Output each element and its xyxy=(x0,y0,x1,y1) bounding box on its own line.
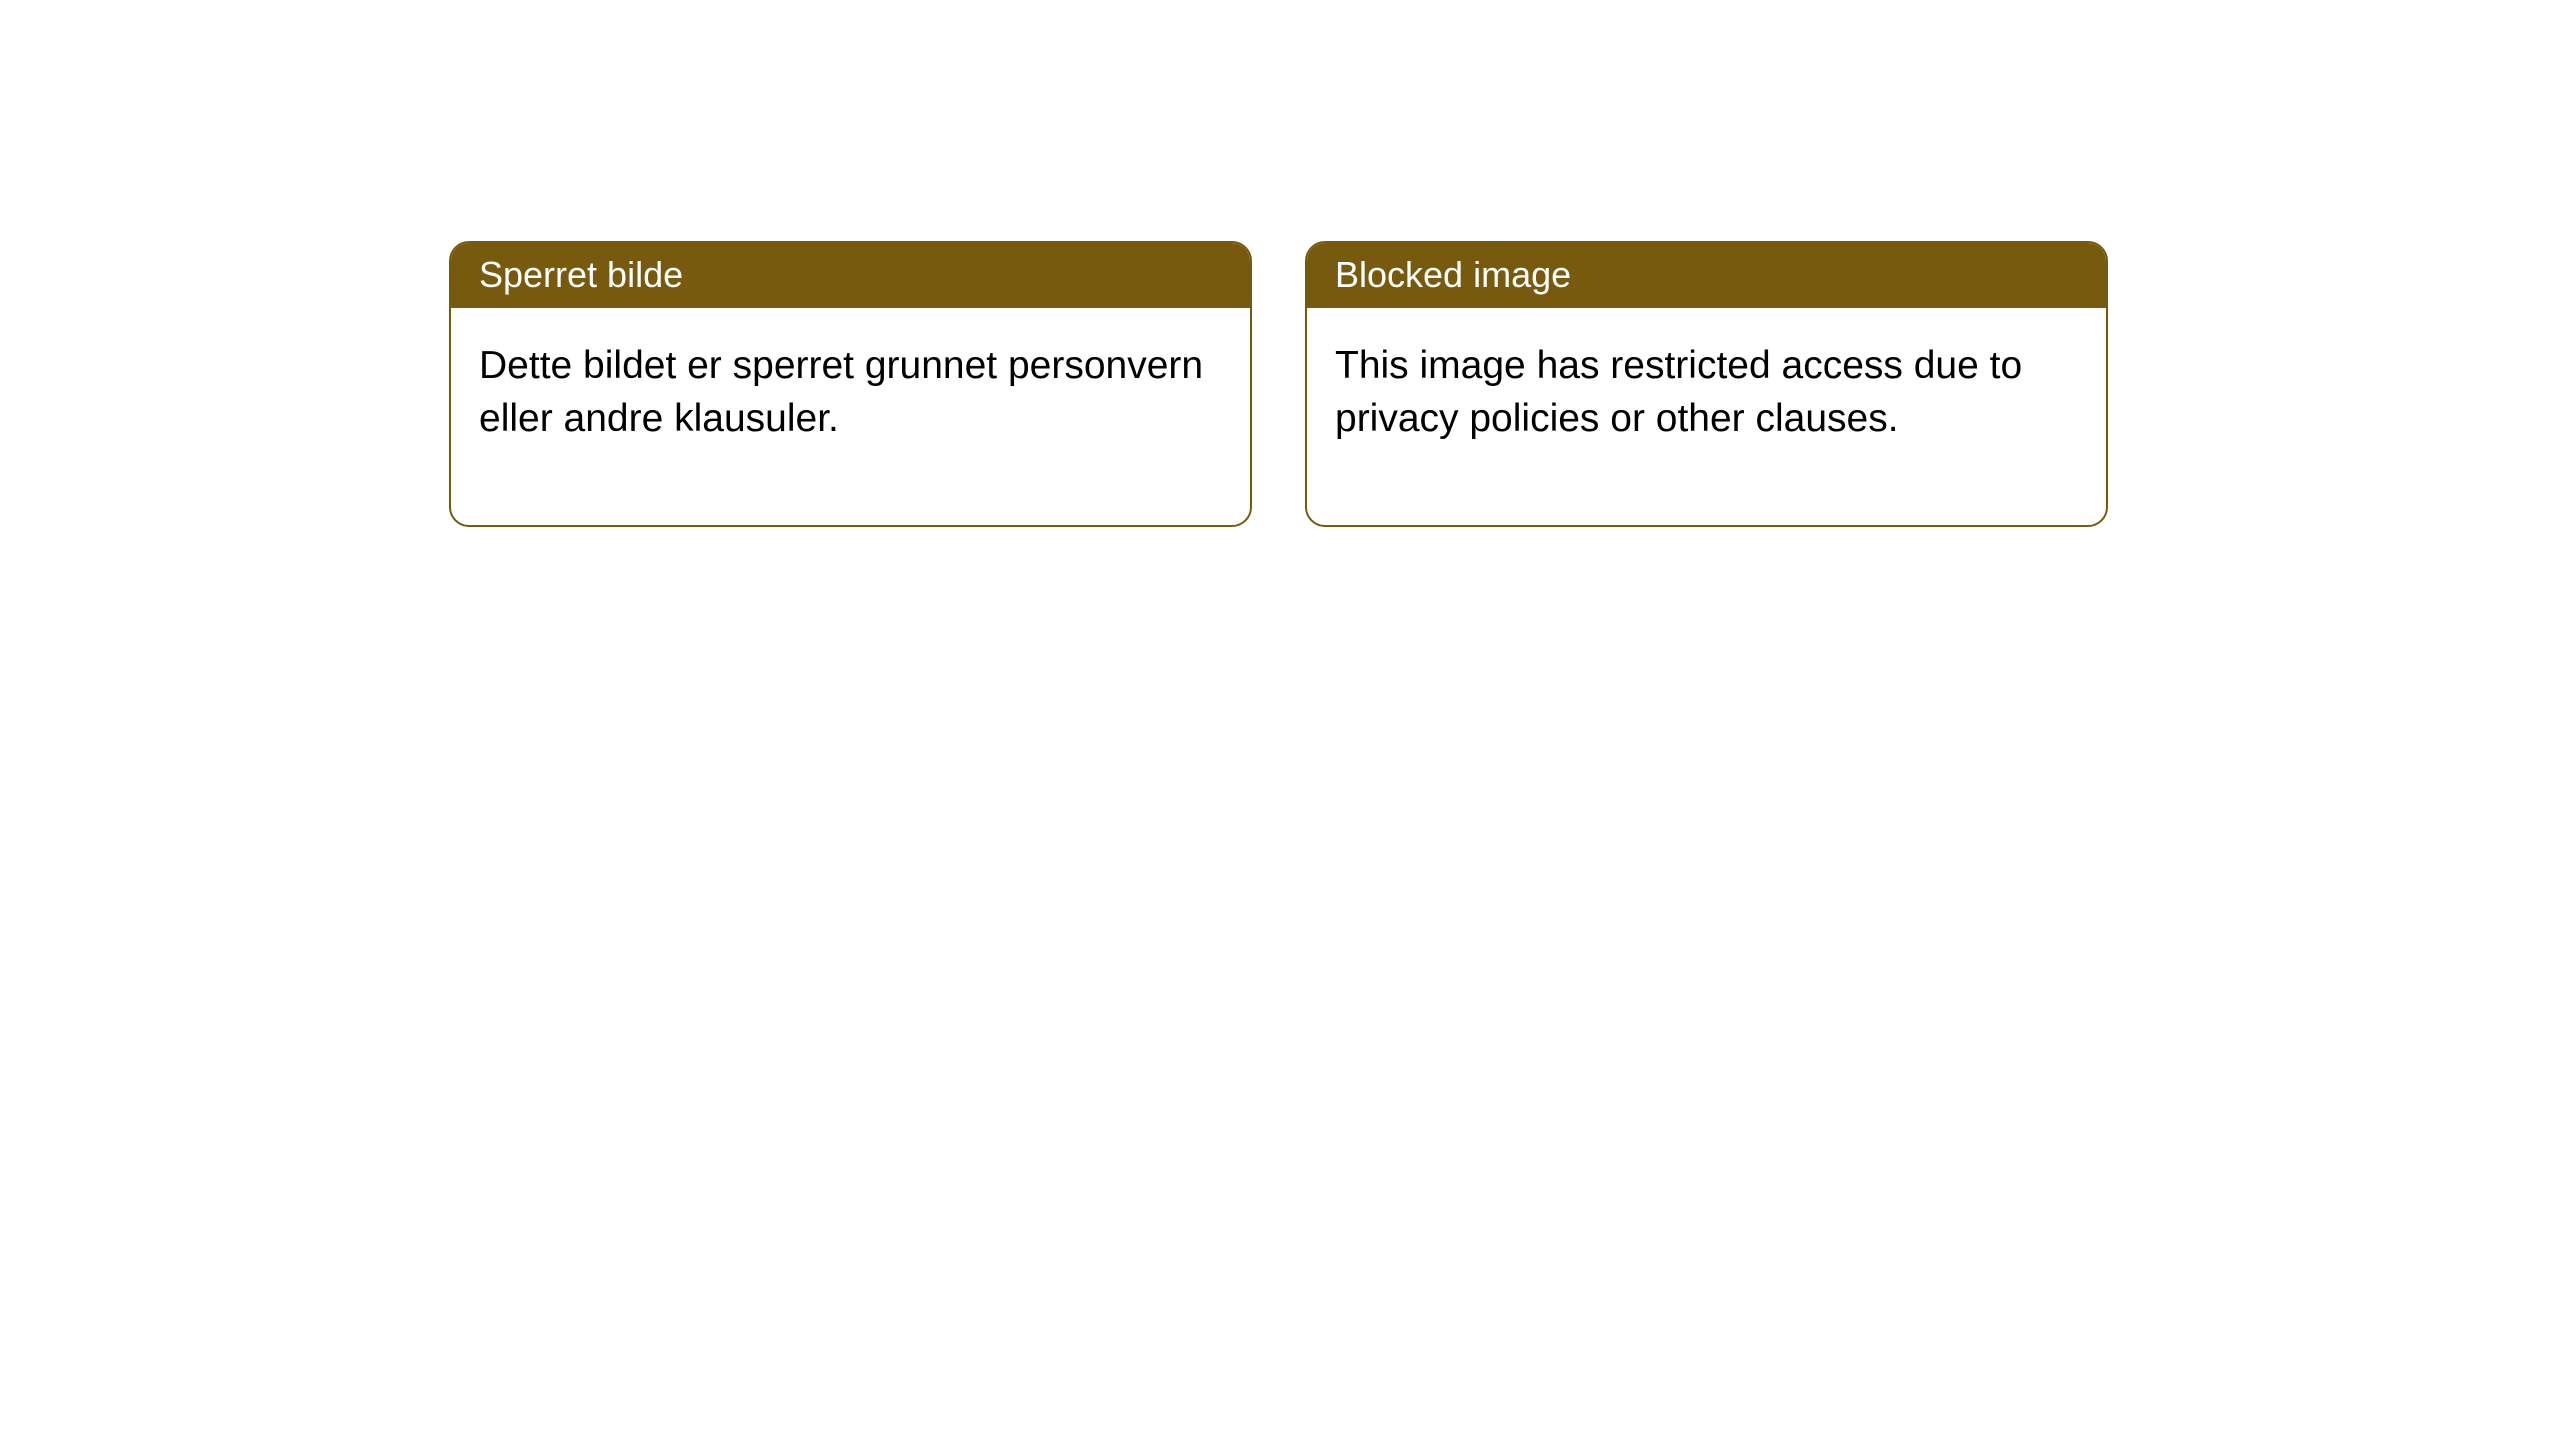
notice-card-english: Blocked image This image has restricted … xyxy=(1305,241,2108,527)
notice-body: This image has restricted access due to … xyxy=(1307,308,2106,525)
notice-card-norwegian: Sperret bilde Dette bildet er sperret gr… xyxy=(449,241,1252,527)
notice-title: Blocked image xyxy=(1335,254,1571,295)
notice-title: Sperret bilde xyxy=(479,254,683,295)
notice-header: Blocked image xyxy=(1307,243,2106,308)
notice-container: Sperret bilde Dette bildet er sperret gr… xyxy=(449,241,2108,527)
notice-body-text: This image has restricted access due to … xyxy=(1335,344,2022,440)
notice-body: Dette bildet er sperret grunnet personve… xyxy=(451,308,1250,525)
notice-body-text: Dette bildet er sperret grunnet personve… xyxy=(479,344,1203,440)
notice-header: Sperret bilde xyxy=(451,243,1250,308)
